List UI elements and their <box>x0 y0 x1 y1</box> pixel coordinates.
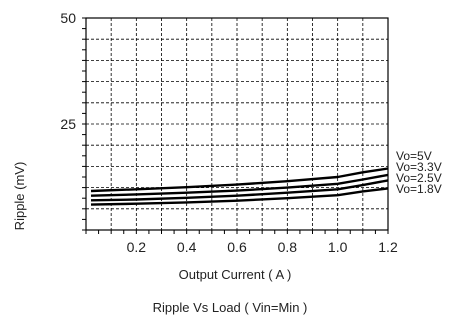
axes <box>82 17 389 234</box>
series-line-1 <box>90 167 389 193</box>
legend-label: Vo=1.8V <box>396 182 442 196</box>
x-tick-label: 0.4 <box>177 239 197 255</box>
series-line-3 <box>90 179 389 202</box>
x-tick-label: 1.2 <box>378 239 398 255</box>
x-tick-label: 0.6 <box>227 239 247 255</box>
labels: 0.2 0.4 0.6 0.8 1.0 1.2 25 50 Output Current ( A… <box>12 10 442 315</box>
x-tick-label: 1.0 <box>328 239 348 255</box>
chart-caption: Ripple Vs Load ( Vin=Min ) <box>153 300 308 315</box>
legend-label: Vo=2.5V <box>396 171 442 185</box>
x-tick-label: 0.8 <box>278 239 298 255</box>
legend-label: Vo=5V <box>396 149 432 163</box>
x-tick-label: 0.2 <box>127 239 147 255</box>
series-line-4 <box>90 187 389 206</box>
grid <box>86 18 388 230</box>
y-axis-label: Ripple (mV) <box>12 162 27 231</box>
y-tick-label: 25 <box>60 116 76 132</box>
series-line-2 <box>90 173 389 197</box>
x-axis-label: Output Current ( A ) <box>179 267 292 282</box>
series-lines <box>90 167 389 206</box>
legend-label: Vo=3.3V <box>396 160 442 174</box>
y-tick-label: 50 <box>60 10 76 26</box>
